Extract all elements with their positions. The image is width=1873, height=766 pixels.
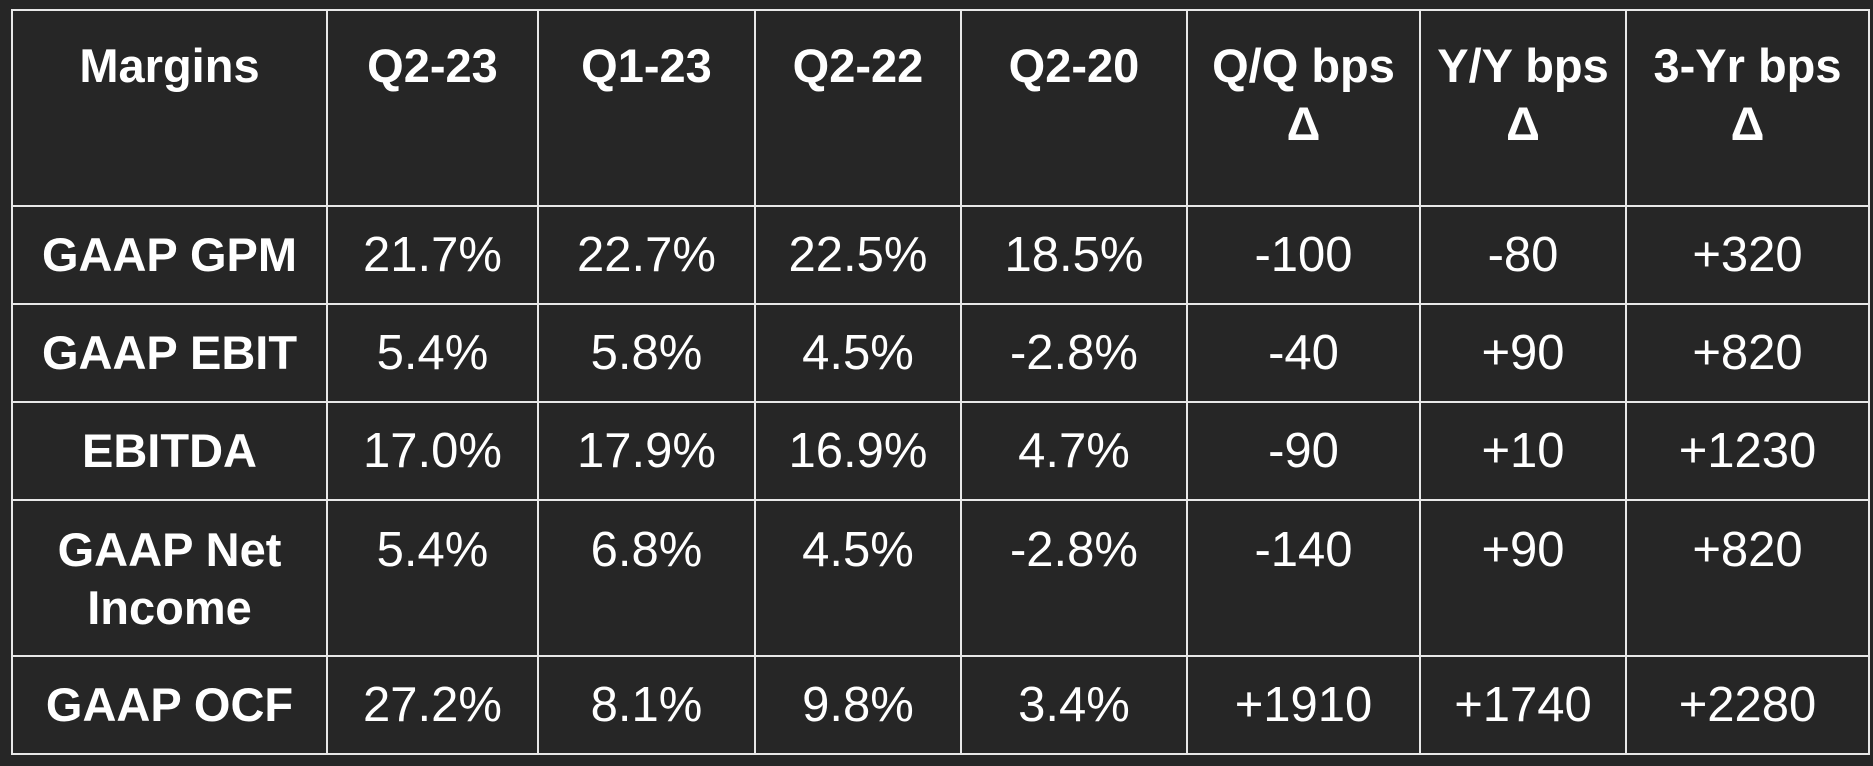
table-cell: 4.5% xyxy=(754,499,962,657)
table-cell: 6.8% xyxy=(537,499,756,657)
table-cell: 3.4% xyxy=(960,655,1188,755)
table-row: GAAP OCF 27.2% 8.1% 9.8% 3.4% +1910 +174… xyxy=(11,655,1870,755)
table-cell: -80 xyxy=(1419,205,1627,305)
table-cell: 5.8% xyxy=(537,303,756,403)
column-header: Margins xyxy=(11,9,328,207)
table-cell: +1740 xyxy=(1419,655,1627,755)
column-header: 3-Yr bps Δ xyxy=(1625,9,1870,207)
table-row: GAAP Net Income 5.4% 6.8% 4.5% -2.8% -14… xyxy=(11,499,1870,657)
table-cell: +1910 xyxy=(1186,655,1421,755)
table-cell: 8.1% xyxy=(537,655,756,755)
table-cell: 17.9% xyxy=(537,401,756,501)
table-cell: -100 xyxy=(1186,205,1421,305)
table-cell: +820 xyxy=(1625,303,1870,403)
row-label: EBITDA xyxy=(11,401,328,501)
table-cell: 4.5% xyxy=(754,303,962,403)
table-cell: 27.2% xyxy=(326,655,539,755)
table-cell: -90 xyxy=(1186,401,1421,501)
table-cell: 21.7% xyxy=(326,205,539,305)
table-cell: -40 xyxy=(1186,303,1421,403)
column-header: Q/Q bps Δ xyxy=(1186,9,1421,207)
table-cell: 22.5% xyxy=(754,205,962,305)
table-cell: -2.8% xyxy=(960,499,1188,657)
table-cell: 5.4% xyxy=(326,303,539,403)
table-cell: -2.8% xyxy=(960,303,1188,403)
table-cell: +820 xyxy=(1625,499,1870,657)
table-cell: 4.7% xyxy=(960,401,1188,501)
table-cell: 16.9% xyxy=(754,401,962,501)
table-cell: +2280 xyxy=(1625,655,1870,755)
row-label: GAAP EBIT xyxy=(11,303,328,403)
column-header: Q2-20 xyxy=(960,9,1188,207)
table-cell: +90 xyxy=(1419,303,1627,403)
table-row: EBITDA 17.0% 17.9% 16.9% 4.7% -90 +10 +1… xyxy=(11,401,1870,501)
column-header: Y/Y bps Δ xyxy=(1419,9,1627,207)
row-label: GAAP Net Income xyxy=(11,499,328,657)
table-row: GAAP GPM 21.7% 22.7% 22.5% 18.5% -100 -8… xyxy=(11,205,1870,305)
row-label: GAAP OCF xyxy=(11,655,328,755)
table-cell: 5.4% xyxy=(326,499,539,657)
column-header: Q2-23 xyxy=(326,9,539,207)
column-header: Q2-22 xyxy=(754,9,962,207)
header-row: Margins Q2-23 Q1-23 Q2-22 Q2-20 Q/Q bps … xyxy=(11,9,1870,207)
table-cell: +320 xyxy=(1625,205,1870,305)
row-label: GAAP GPM xyxy=(11,205,328,305)
table-row: GAAP EBIT 5.4% 5.8% 4.5% -2.8% -40 +90 +… xyxy=(11,303,1870,403)
table-cell: 9.8% xyxy=(754,655,962,755)
table-cell: +10 xyxy=(1419,401,1627,501)
margins-table: Margins Q2-23 Q1-23 Q2-22 Q2-20 Q/Q bps … xyxy=(11,9,1870,755)
table-cell: +1230 xyxy=(1625,401,1870,501)
table-cell: +90 xyxy=(1419,499,1627,657)
table-cell: 17.0% xyxy=(326,401,539,501)
table-cell: 18.5% xyxy=(960,205,1188,305)
table-cell: -140 xyxy=(1186,499,1421,657)
table-cell: 22.7% xyxy=(537,205,756,305)
column-header: Q1-23 xyxy=(537,9,756,207)
